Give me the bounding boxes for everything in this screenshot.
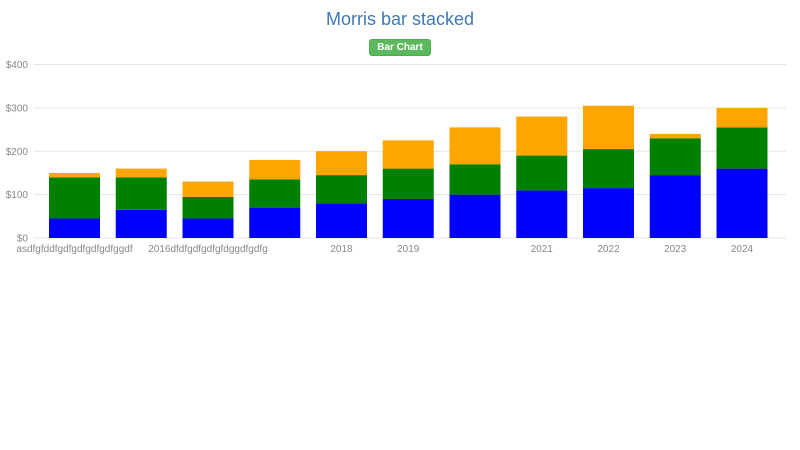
page-title: Morris bar stacked	[325, 9, 475, 29]
bar-segment-green[interactable]	[649, 138, 701, 176]
bar-segment-green[interactable]	[316, 175, 367, 204]
y-axis-labels: $0 $100 $200 $300 $400	[6, 60, 29, 245]
bar-segment-green[interactable]	[115, 177, 167, 210]
bar-segment-orange[interactable]	[249, 159, 301, 180]
bar-segment-orange[interactable]	[583, 105, 634, 150]
bar-segment-green[interactable]	[249, 179, 301, 208]
x-tick-label: 2022	[597, 244, 620, 255]
bar-segment-blue[interactable]	[649, 175, 701, 238]
y-tick-label: $300	[6, 103, 29, 114]
bar-segment-orange[interactable]	[516, 116, 568, 156]
bar-segment-green[interactable]	[382, 168, 434, 199]
x-tick-label: asdfgfddfgdfgdfgdfgdfggdf	[16, 244, 132, 255]
bar-segment-blue[interactable]	[182, 218, 234, 238]
bars	[49, 105, 768, 238]
bar-segment-green[interactable]	[449, 164, 501, 195]
bar-segment-blue[interactable]	[382, 198, 434, 238]
bar-chart-button[interactable]: Bar Chart	[369, 39, 431, 56]
x-tick-label: 2018	[330, 244, 353, 255]
x-axis-labels: asdfgfddfgdfgdfgdfgdfggdf 2016dfdfgdfgdfg…	[16, 244, 753, 255]
bar-segment-blue[interactable]	[583, 188, 634, 238]
x-tick-label: 2021	[531, 244, 554, 255]
y-tick-label: $0	[17, 234, 29, 245]
bar-segment-blue[interactable]	[115, 209, 167, 238]
bar-segment-blue[interactable]	[249, 207, 301, 238]
bar-segment-orange[interactable]	[449, 127, 501, 165]
bar-segment-green[interactable]	[182, 196, 234, 219]
y-tick-label: $200	[6, 147, 29, 158]
bar-segment-blue[interactable]	[716, 168, 768, 238]
y-tick-label: $100	[6, 190, 29, 201]
bar-segment-blue[interactable]	[49, 218, 100, 238]
x-tick-label: 2016dfdfgdfgdfgfdggdfgdfg	[148, 244, 268, 255]
bar-segment-orange[interactable]	[649, 133, 701, 139]
bar-segment-green[interactable]	[49, 177, 100, 219]
bar-segment-green[interactable]	[516, 155, 568, 191]
bar-segment-orange[interactable]	[49, 172, 100, 178]
bar-segment-orange[interactable]	[316, 151, 367, 176]
bar-segment-orange[interactable]	[115, 168, 167, 178]
badge-container: Bar Chart	[0, 37, 800, 56]
bar-segment-green[interactable]	[583, 149, 634, 189]
bar-segment-blue[interactable]	[449, 194, 501, 238]
bar-segment-orange[interactable]	[382, 140, 434, 169]
x-tick-label: 2019	[397, 244, 420, 255]
bar-segment-orange[interactable]	[182, 181, 234, 197]
x-tick-label: 2024	[731, 244, 754, 255]
bar-segment-orange[interactable]	[716, 107, 768, 128]
y-tick-label: $400	[6, 60, 29, 71]
x-tick-label: 2023	[664, 244, 687, 255]
bar-segment-blue[interactable]	[516, 190, 568, 238]
bar-segment-green[interactable]	[716, 127, 768, 169]
bar-segment-blue[interactable]	[316, 203, 367, 238]
